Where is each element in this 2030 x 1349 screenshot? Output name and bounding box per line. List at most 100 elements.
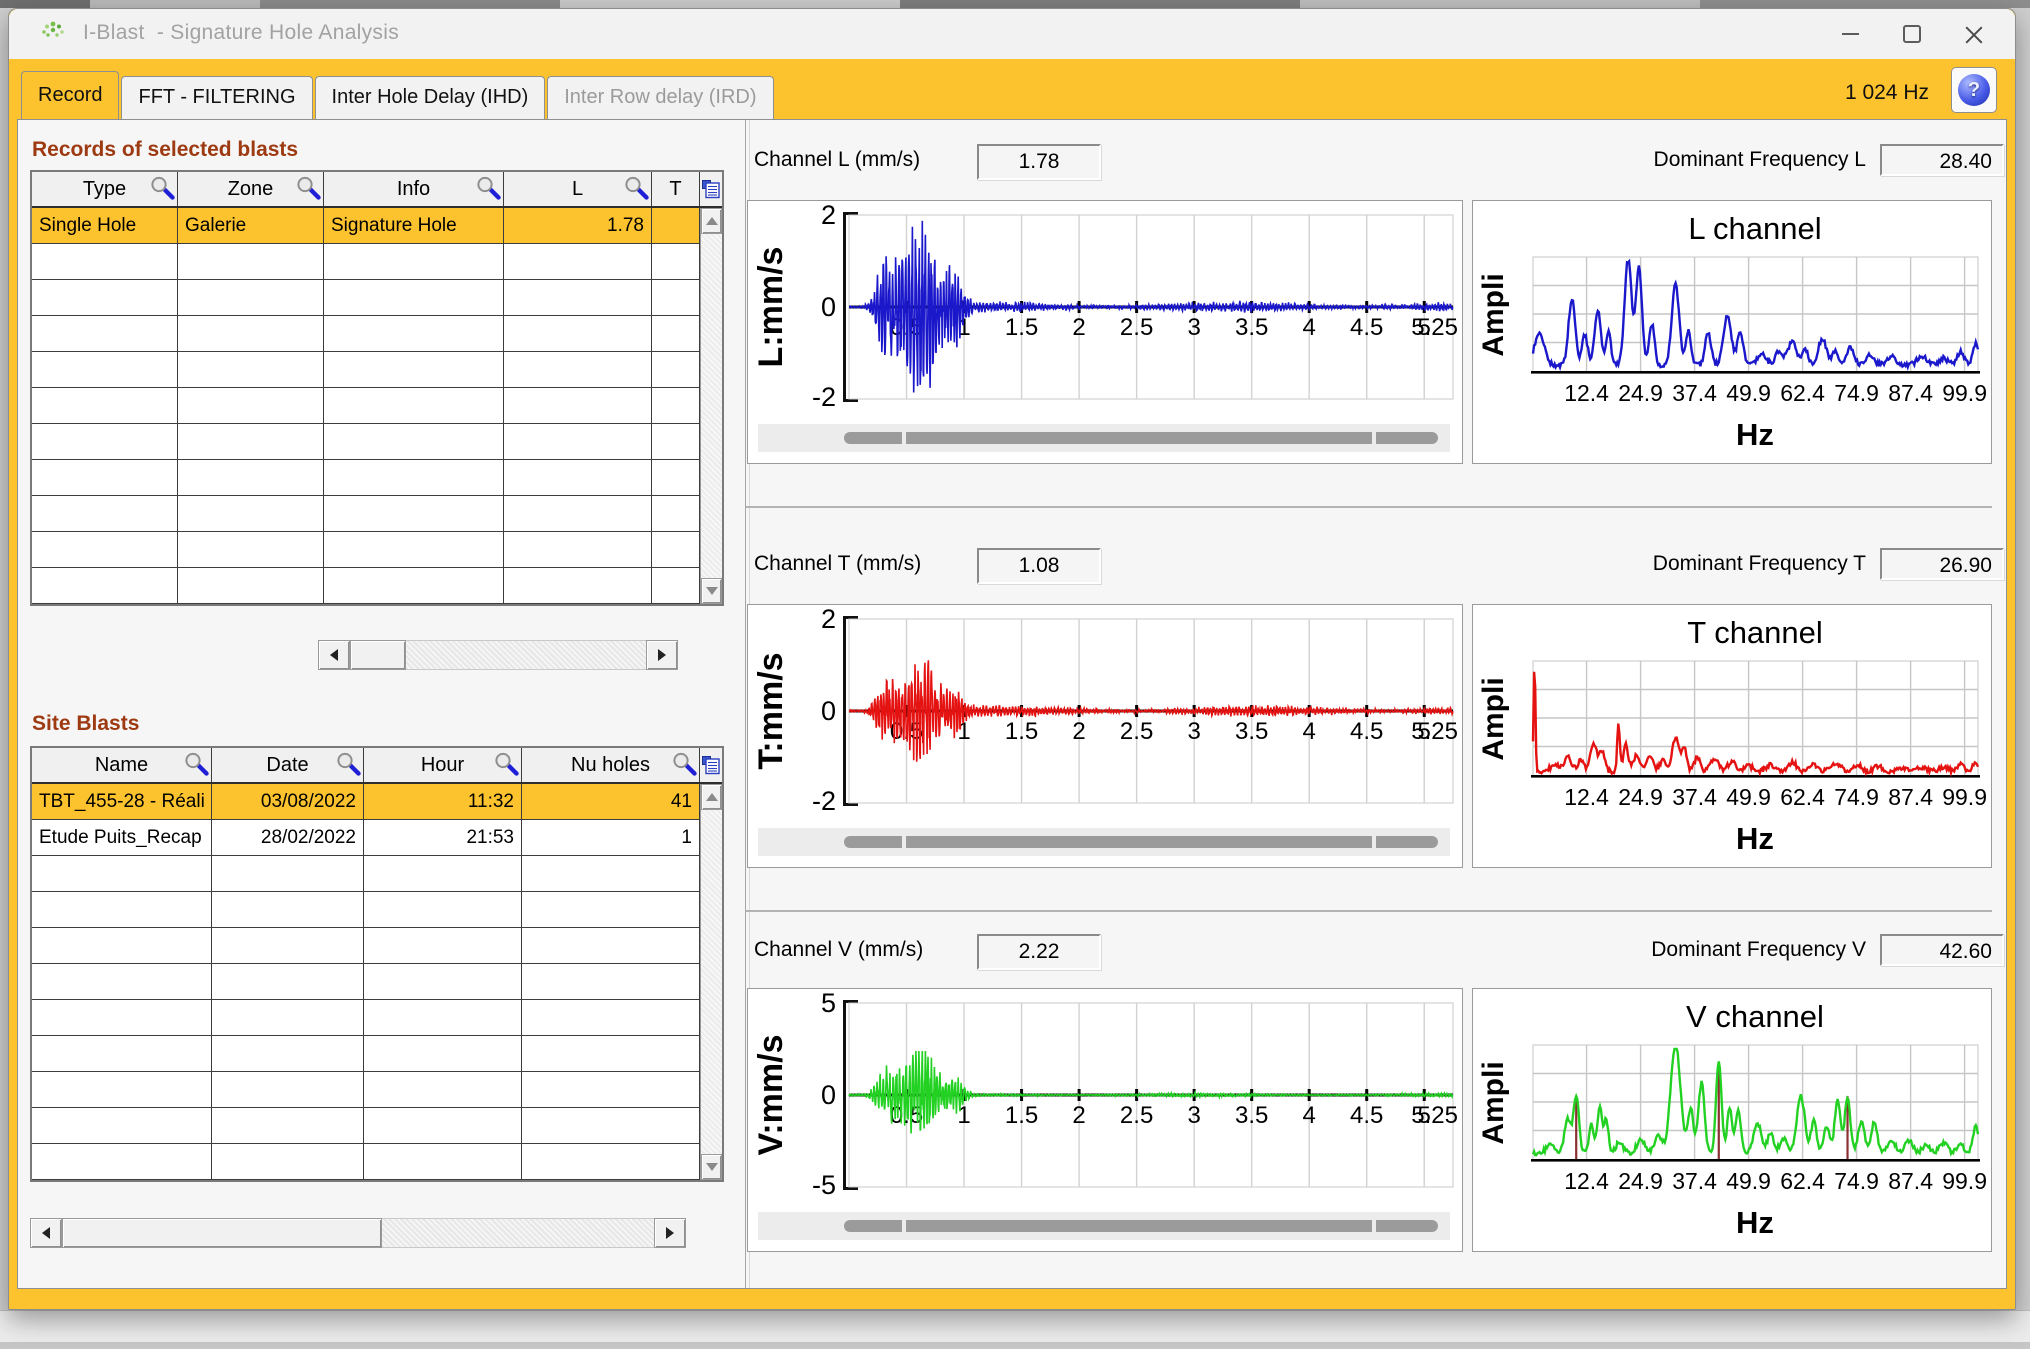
cell	[324, 568, 504, 603]
table-row[interactable]	[32, 892, 722, 928]
vertical-scrollbar[interactable]	[700, 208, 722, 604]
minimize-button[interactable]	[1819, 9, 1881, 59]
fft-x-tick-label: 62.4	[1780, 1168, 1825, 1194]
table-row[interactable]	[32, 532, 722, 568]
table-row[interactable]: TBT_455-28 - Réali 03/08/2022 11:32 41	[32, 784, 722, 820]
cell	[652, 460, 700, 495]
search-icon[interactable]	[335, 752, 362, 778]
cell	[504, 460, 652, 495]
waveform-scrollbar-thumb[interactable]	[844, 1220, 1438, 1232]
search-icon[interactable]	[623, 176, 650, 202]
search-icon[interactable]	[149, 176, 176, 202]
column-header-label: Info	[396, 177, 431, 200]
table-row[interactable]	[32, 280, 722, 316]
maximize-button[interactable]	[1881, 9, 1943, 59]
table-row[interactable]	[32, 460, 722, 496]
scroll-down-button[interactable]	[701, 578, 722, 604]
scrollbar-thumb[interactable]	[350, 640, 406, 670]
cell	[178, 460, 324, 495]
tab-record[interactable]: Record	[21, 71, 120, 119]
scrollbar-track[interactable]	[406, 640, 646, 670]
tab-fft-filtering[interactable]: FFT - FILTERING	[121, 76, 313, 119]
channel-l-label: Channel L (mm/s)	[754, 148, 921, 171]
waveform-scrollbar[interactable]	[758, 1212, 1450, 1240]
app-icon	[42, 21, 64, 37]
arrow-left-icon	[330, 649, 338, 661]
scroll-right-button[interactable]	[646, 640, 678, 670]
wave-x-tick-label: 4	[1303, 314, 1316, 341]
scroll-down-button[interactable]	[701, 1154, 722, 1180]
fft-spectrum-trace	[1531, 1047, 1980, 1157]
column-header-zone[interactable]: Zone	[178, 172, 324, 206]
column-header-name[interactable]: Name	[32, 748, 212, 782]
table-row[interactable]	[32, 1072, 722, 1108]
tab-strip: Record FFT - FILTERING Inter Hole Delay (I…	[21, 71, 776, 119]
waveform-scrollbar[interactable]	[758, 424, 1450, 452]
cell	[212, 1144, 364, 1179]
table-row[interactable]	[32, 856, 722, 892]
waveform-scrollbar-thumb[interactable]	[844, 836, 1438, 848]
fft-x-tick-label: 37.4	[1672, 380, 1717, 406]
fft-x-tick-label: 99.9	[1942, 1168, 1987, 1194]
search-icon[interactable]	[671, 752, 698, 778]
search-icon[interactable]	[493, 752, 520, 778]
waveform-scrollbar-thumb[interactable]	[844, 432, 1438, 444]
table-row[interactable]	[32, 244, 722, 280]
copy-table-icon[interactable]	[701, 179, 721, 199]
table-row[interactable]	[32, 424, 722, 460]
search-icon[interactable]	[295, 176, 322, 202]
help-button[interactable]: ?	[1951, 67, 1997, 113]
scroll-up-button[interactable]	[701, 784, 722, 810]
cell	[652, 568, 700, 603]
wave-axis-tick	[843, 1000, 858, 1003]
table-row[interactable]	[32, 1144, 722, 1180]
table-row[interactable]: Etude Puits_Recap 28/02/2022 21:53 1	[32, 820, 722, 856]
scroll-left-button[interactable]	[318, 640, 350, 670]
table-row[interactable]	[32, 1108, 722, 1144]
copy-table-icon[interactable]	[701, 755, 721, 775]
column-header-type[interactable]: Type	[32, 172, 178, 206]
table-row[interactable]	[32, 928, 722, 964]
records-horizontal-scrollbar[interactable]	[318, 640, 678, 670]
waveform-scrollbar[interactable]	[758, 828, 1450, 856]
fft-baseline	[1531, 1159, 1980, 1162]
tables-pane: Records of selected blasts Type Zone Info L…	[30, 120, 736, 1290]
column-header-t[interactable]: T	[652, 172, 700, 206]
cell	[178, 280, 324, 315]
cell	[178, 424, 324, 459]
site-horizontal-scrollbar[interactable]	[30, 1218, 686, 1248]
table-row[interactable]: Single Hole Galerie Signature Hole 1.78	[32, 208, 722, 244]
wave-x-tick-label: 4.5	[1350, 1102, 1383, 1129]
scroll-right-button[interactable]	[654, 1218, 686, 1248]
close-button[interactable]	[1943, 9, 2005, 59]
wave-x-tick-label: 2	[1072, 718, 1085, 745]
table-row[interactable]	[32, 316, 722, 352]
fft-x-tick-label: 24.9	[1618, 380, 1663, 406]
search-icon[interactable]	[475, 176, 502, 202]
table-row[interactable]	[32, 568, 722, 604]
scrollbar-track[interactable]	[382, 1218, 654, 1248]
column-header-hour[interactable]: Hour	[364, 748, 522, 782]
scrollbar-thumb[interactable]	[62, 1218, 382, 1248]
column-header-label: Hour	[420, 753, 465, 776]
column-header-nu-holes[interactable]: Nu holes	[522, 748, 700, 782]
tab-inter-hole-delay-ihd[interactable]: Inter Hole Delay (IHD)	[314, 76, 546, 119]
table-row[interactable]	[32, 352, 722, 388]
table-row[interactable]	[32, 388, 722, 424]
column-header-l[interactable]: L	[504, 172, 652, 206]
fft-plot-area	[1532, 256, 1979, 374]
table-row[interactable]	[32, 1036, 722, 1072]
scroll-up-button[interactable]	[701, 208, 722, 234]
table-row[interactable]	[32, 1000, 722, 1036]
records-heading: Records of selected blasts	[32, 138, 299, 161]
table-row[interactable]	[32, 964, 722, 1000]
search-icon[interactable]	[183, 752, 210, 778]
cell: 1.78	[504, 208, 652, 243]
table-row[interactable]	[32, 496, 722, 532]
vertical-scrollbar[interactable]	[700, 784, 722, 1180]
column-header-date[interactable]: Date	[212, 748, 364, 782]
scroll-left-button[interactable]	[30, 1218, 62, 1248]
app-window: I-Blast - Signature Hole Analysis Record…	[8, 8, 2016, 1310]
search-icon-lens	[495, 752, 511, 769]
column-header-info[interactable]: Info	[324, 172, 504, 206]
